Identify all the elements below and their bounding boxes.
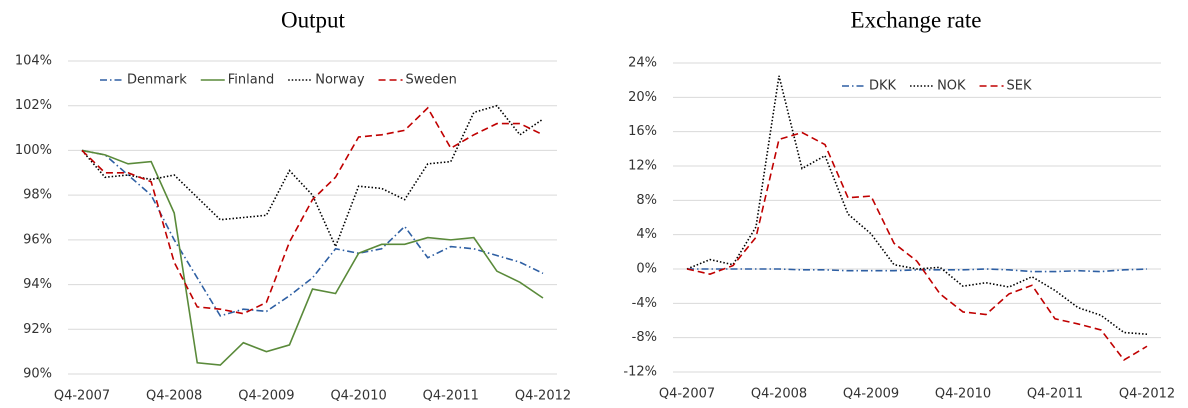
y-tick-label: 100% xyxy=(15,143,52,158)
y-tick-label: 102% xyxy=(15,98,52,113)
y-tick-label: 90% xyxy=(23,367,52,382)
series-line xyxy=(686,131,1148,362)
legend-label: SEK xyxy=(1007,79,1032,94)
x-tick-label: Q4-2007 xyxy=(54,389,110,404)
x-tick-label: Q4-2011 xyxy=(423,389,479,404)
y-tick-label: -12% xyxy=(623,365,657,380)
y-tick-label: 24% xyxy=(628,56,657,71)
x-tick-label: Q4-2007 xyxy=(659,387,715,402)
chart-title: Exchange rate xyxy=(851,7,982,32)
y-tick-label: -8% xyxy=(632,330,657,345)
legend-label: Norway xyxy=(315,73,365,88)
x-tick-label: Q4-2010 xyxy=(330,389,386,404)
legend-label: Denmark xyxy=(127,73,187,88)
y-tick-label: 94% xyxy=(23,277,52,292)
series-line xyxy=(686,75,1148,336)
x-tick-label: Q4-2012 xyxy=(1119,387,1175,402)
legend-label: DKK xyxy=(869,79,897,94)
chart-title: Output xyxy=(281,7,346,32)
legend-label: NOK xyxy=(937,79,966,94)
y-tick-label: 8% xyxy=(636,193,657,208)
x-tick-label: Q4-2008 xyxy=(751,387,807,402)
x-tick-label: Q4-2009 xyxy=(238,389,294,404)
series-line xyxy=(81,104,544,249)
series-line xyxy=(687,268,1148,273)
series-line xyxy=(81,149,544,366)
y-tick-label: 4% xyxy=(636,227,657,242)
series-line xyxy=(81,106,544,315)
x-tick-label: Q4-2012 xyxy=(515,389,571,404)
x-tick-label: Q4-2008 xyxy=(146,389,202,404)
y-tick-label: -4% xyxy=(632,296,657,311)
series-line xyxy=(81,149,544,317)
y-tick-label: 98% xyxy=(23,188,52,203)
y-tick-label: 20% xyxy=(628,90,657,105)
legend-label: Finland xyxy=(228,73,274,88)
legend-label: Sweden xyxy=(406,73,457,88)
x-tick-label: Q4-2009 xyxy=(843,387,899,402)
y-tick-label: 96% xyxy=(23,232,52,247)
y-tick-label: 16% xyxy=(628,124,657,139)
y-tick-label: 104% xyxy=(15,54,52,69)
y-tick-label: 12% xyxy=(628,159,657,174)
y-tick-label: 0% xyxy=(636,262,657,277)
y-tick-label: 92% xyxy=(23,322,52,337)
x-tick-label: Q4-2011 xyxy=(1027,387,1083,402)
x-tick-label: Q4-2010 xyxy=(935,387,991,402)
